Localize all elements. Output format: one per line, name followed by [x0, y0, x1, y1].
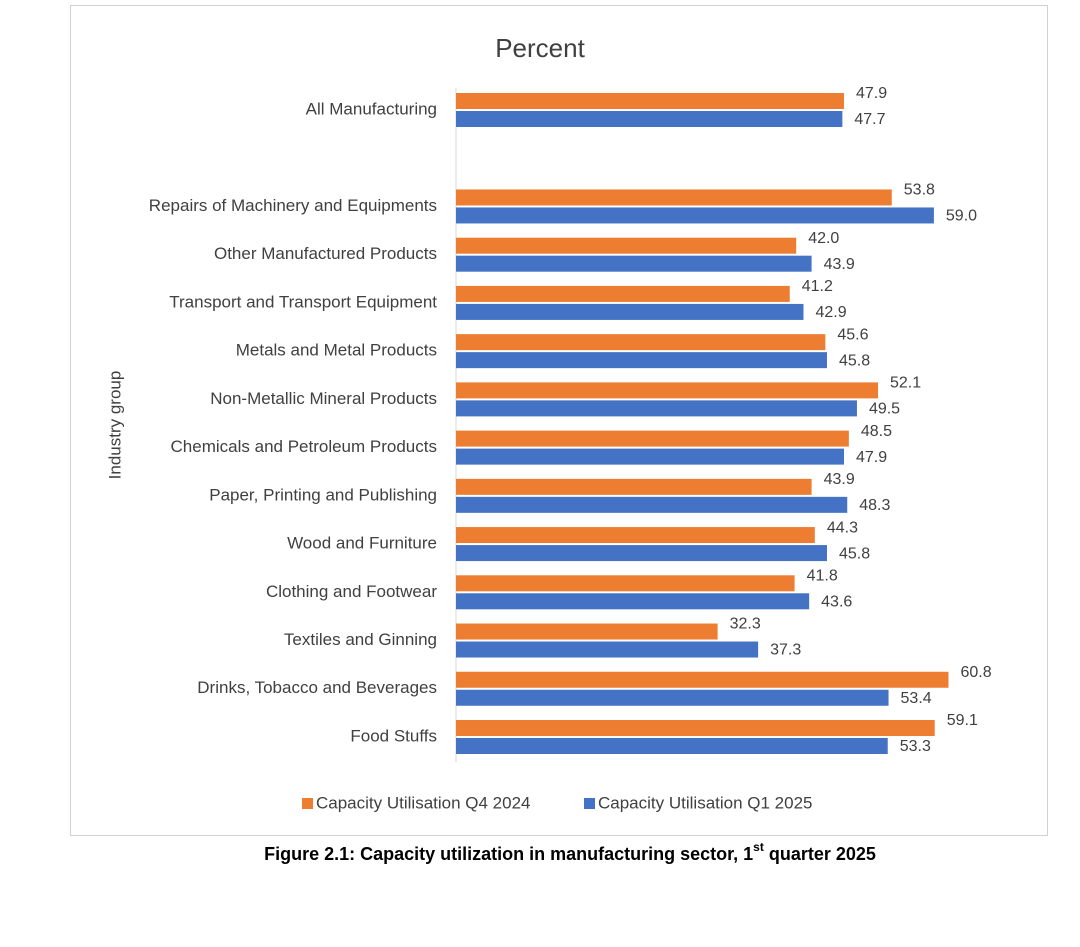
- value-label: 48.5: [861, 423, 892, 440]
- bar: [456, 430, 849, 447]
- bar: [456, 689, 889, 706]
- legend-label: Capacity Utilisation Q1 2025: [598, 793, 813, 812]
- bar: [456, 334, 826, 351]
- value-label: 53.8: [904, 182, 935, 199]
- bar: [456, 448, 844, 465]
- value-label: 45.8: [839, 352, 870, 369]
- bar: [456, 237, 797, 254]
- bar: [456, 352, 827, 369]
- value-label: 53.3: [900, 738, 931, 755]
- bar: [456, 255, 812, 272]
- bar: [456, 719, 935, 736]
- category-label: Paper, Printing and Publishing: [209, 485, 437, 504]
- bar: [456, 478, 812, 495]
- bar: [456, 527, 815, 544]
- bar: [456, 400, 857, 417]
- value-label: 60.8: [960, 664, 991, 681]
- bar: [456, 641, 759, 658]
- bar: [456, 111, 843, 127]
- chart-title: Percent: [495, 33, 585, 63]
- category-label: Food Stuffs: [350, 726, 437, 745]
- bar: [456, 207, 934, 224]
- value-label: 45.8: [839, 545, 870, 562]
- value-label: 43.9: [824, 256, 855, 273]
- value-label: 45.6: [837, 326, 868, 343]
- y-axis-label: Industry group: [105, 371, 124, 480]
- bar: [456, 382, 879, 399]
- value-label: 47.9: [856, 85, 887, 102]
- legend-label: Capacity Utilisation Q4 2024: [316, 793, 531, 812]
- caption-text: Figure 2.1: Capacity utilization in manu…: [264, 844, 753, 864]
- category-label: Wood and Furniture: [287, 534, 437, 553]
- bar: [456, 671, 949, 688]
- category-label: Repairs of Machinery and Equipments: [149, 196, 437, 215]
- bar: [456, 737, 888, 754]
- bar: [456, 189, 892, 206]
- value-label: 48.3: [859, 497, 890, 514]
- category-label: Textiles and Ginning: [284, 630, 437, 649]
- bar: [456, 575, 795, 592]
- bar: [456, 93, 844, 109]
- category-label: Chemicals and Petroleum Products: [171, 437, 437, 456]
- bar: [456, 593, 810, 610]
- value-label: 47.9: [856, 449, 887, 466]
- value-label: 53.4: [901, 690, 932, 707]
- bar: [456, 285, 790, 302]
- value-label: 42.9: [815, 304, 846, 321]
- value-label: 43.9: [824, 471, 855, 488]
- value-label: 44.3: [827, 519, 858, 536]
- value-label: 43.6: [821, 594, 852, 611]
- bar: [456, 496, 848, 513]
- bar: [456, 303, 804, 320]
- category-label: Clothing and Footwear: [266, 582, 437, 601]
- legend-swatch: [302, 798, 313, 809]
- category-label: All Manufacturing: [306, 99, 437, 118]
- figure-caption: Figure 2.1: Capacity utilization in manu…: [264, 840, 876, 864]
- legend-swatch: [584, 798, 595, 809]
- value-label: 59.1: [947, 712, 978, 729]
- category-label: Transport and Transport Equipment: [169, 292, 437, 311]
- value-label: 32.3: [730, 616, 761, 633]
- value-label: 59.0: [946, 208, 977, 225]
- caption-superscript: st: [753, 840, 764, 854]
- category-label: Metals and Metal Products: [236, 341, 437, 360]
- value-label: 37.3: [770, 642, 801, 659]
- value-label: 42.0: [808, 230, 839, 247]
- caption-suffix: quarter 2025: [764, 844, 876, 864]
- category-label: Drinks, Tobacco and Beverages: [197, 678, 437, 697]
- value-label: 41.2: [802, 278, 833, 295]
- value-label: 52.1: [890, 375, 921, 392]
- value-label: 47.7: [854, 111, 885, 128]
- category-label: Other Manufactured Products: [214, 244, 437, 263]
- value-label: 41.8: [807, 568, 838, 585]
- chart-frame: [70, 5, 1048, 836]
- category-label: Non-Metallic Mineral Products: [210, 389, 437, 408]
- value-label: 49.5: [869, 401, 900, 418]
- bar: [456, 623, 718, 640]
- bar: [456, 545, 827, 562]
